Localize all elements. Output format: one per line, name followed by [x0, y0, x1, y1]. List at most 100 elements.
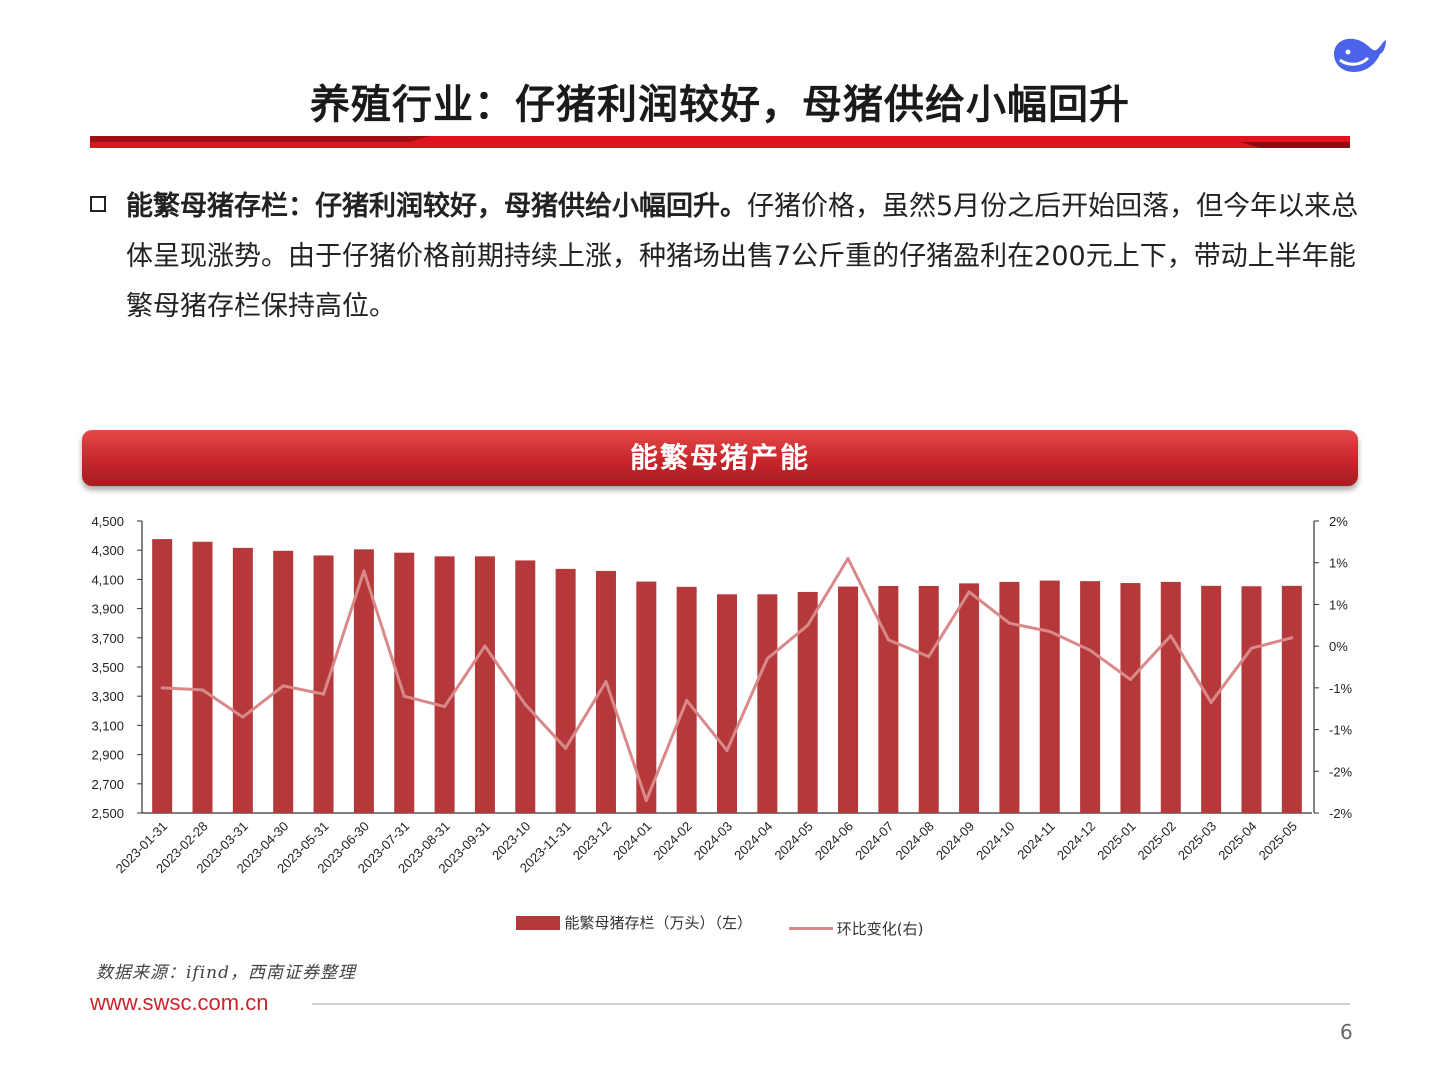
bar — [595, 570, 616, 813]
checkbox-bullet-icon — [90, 196, 106, 212]
bullet-paragraph: 能繁母猪存栏：仔猪利润较好，母猪供给小幅回升。仔猪价格，虽然5月份之后开始回落，… — [126, 182, 1366, 332]
x-tick-label: 2024-08 — [892, 819, 936, 863]
line-point — [604, 680, 608, 684]
line-point — [685, 698, 689, 702]
line-point — [644, 798, 648, 802]
line-point — [927, 655, 931, 659]
x-tick-label: 2024-06 — [812, 819, 856, 863]
line-point — [1209, 700, 1213, 704]
bar — [353, 549, 374, 813]
slide-title: 养殖行业：仔猪利润较好，母猪供给小幅回升 — [310, 82, 1130, 128]
legend-line-swatch — [788, 926, 833, 930]
bar — [1241, 586, 1262, 813]
deepseek-whale-logo-icon — [1334, 38, 1386, 72]
bar — [152, 539, 173, 813]
data-source-note: 数据来源：ifind，西南证券整理 — [96, 963, 356, 983]
x-tick-label: 2024-03 — [691, 819, 735, 863]
line-point — [725, 748, 729, 752]
y-left-tick-label: 2,500 — [91, 806, 124, 821]
x-tick-label: 2024-09 — [933, 819, 977, 863]
line-point — [886, 638, 890, 642]
footer-divider — [312, 1003, 1350, 1005]
y-right-tick-label: 2% — [1329, 514, 1348, 529]
y-right-tick-label: -2% — [1329, 764, 1353, 779]
bar — [797, 591, 818, 813]
x-tick-label: 2024-11 — [1014, 819, 1058, 863]
legend-item-line: 环比变化(右) — [788, 918, 924, 939]
bar — [434, 556, 455, 813]
bar — [1120, 583, 1141, 813]
line-point — [564, 746, 568, 750]
bar — [515, 560, 536, 813]
x-tick-label: 2024-04 — [731, 819, 775, 863]
line-point — [1290, 636, 1294, 640]
line-point — [1169, 634, 1173, 638]
line-point — [362, 569, 366, 573]
line-point — [201, 688, 205, 692]
bar — [838, 586, 859, 813]
bar — [636, 581, 657, 813]
bar — [1201, 585, 1222, 813]
bar — [313, 555, 334, 813]
x-tick-label: 2024-10 — [973, 819, 1017, 863]
legend-item-bars: 能繁母猪存栏（万头）（左） — [516, 912, 752, 933]
line-point — [846, 557, 850, 561]
x-tick-label: 2025-04 — [1215, 819, 1259, 863]
y-left-tick-label: 3,300 — [91, 689, 124, 704]
legend-bar-label: 能繁母猪存栏（万头）（左） — [564, 914, 752, 932]
x-tick-label: 2023-12 — [570, 819, 614, 863]
bar — [394, 552, 415, 813]
line-point — [523, 703, 527, 707]
bar — [918, 585, 939, 813]
chart-title-banner: 能繁母猪产能 — [82, 430, 1358, 486]
line-point — [402, 694, 406, 698]
bar — [878, 585, 899, 813]
chart-title: 能繁母猪产能 — [629, 441, 810, 474]
bar — [273, 550, 294, 813]
x-tick-label: 2024-07 — [852, 819, 896, 863]
bar — [717, 594, 737, 813]
line-point — [806, 623, 810, 627]
title-underline-bar — [90, 136, 1350, 148]
x-tick-label: 2024-05 — [771, 819, 815, 863]
line-point — [765, 657, 769, 661]
line-point — [1128, 678, 1132, 682]
x-tick-label: 2024-01 — [610, 819, 654, 863]
bar — [1080, 581, 1101, 813]
y-right-tick-label: -1% — [1329, 723, 1353, 738]
y-right-tick-label: -2% — [1329, 806, 1353, 821]
y-left-tick-label: 3,900 — [91, 602, 124, 617]
page-number: 6 — [1340, 1020, 1353, 1044]
y-right-tick-label: 1% — [1329, 556, 1348, 571]
x-tick-label: 2025-03 — [1175, 819, 1219, 863]
bar — [959, 583, 980, 813]
x-tick-label: 2025-05 — [1256, 819, 1300, 863]
bar — [192, 541, 213, 813]
y-left-tick-label: 2,900 — [91, 748, 124, 763]
line-point — [1088, 648, 1092, 652]
y-left-tick-label: 3,700 — [91, 631, 124, 646]
line-point — [443, 705, 447, 709]
x-tick-label: 2024-02 — [650, 819, 694, 863]
website-link[interactable]: www.swsc.com.cn — [90, 990, 269, 1015]
legend-line-label: 环比变化(右) — [836, 919, 924, 938]
bar — [1281, 585, 1302, 813]
line-point — [160, 686, 164, 690]
y-left-tick-label: 2,700 — [91, 777, 124, 792]
line-point — [1007, 621, 1011, 625]
bar — [1160, 581, 1181, 813]
bar — [474, 556, 495, 813]
y-left-tick-label: 4,500 — [91, 514, 124, 529]
bullet-bold-heading: 能繁母猪存栏：仔猪利润较好，母猪供给小幅回升。 — [126, 191, 747, 222]
line-point — [1048, 630, 1052, 634]
bar — [232, 547, 253, 813]
bar — [999, 581, 1020, 813]
y-right-tick-label: 0% — [1329, 639, 1348, 654]
legend-bar-swatch — [516, 915, 561, 930]
y-left-tick-label: 4,100 — [91, 572, 124, 587]
line-point — [483, 644, 487, 648]
y-left-tick-label: 3,100 — [91, 718, 124, 733]
y-right-tick-label: -1% — [1329, 681, 1353, 696]
y-right-tick-label: 1% — [1329, 597, 1348, 612]
bar — [555, 568, 576, 813]
